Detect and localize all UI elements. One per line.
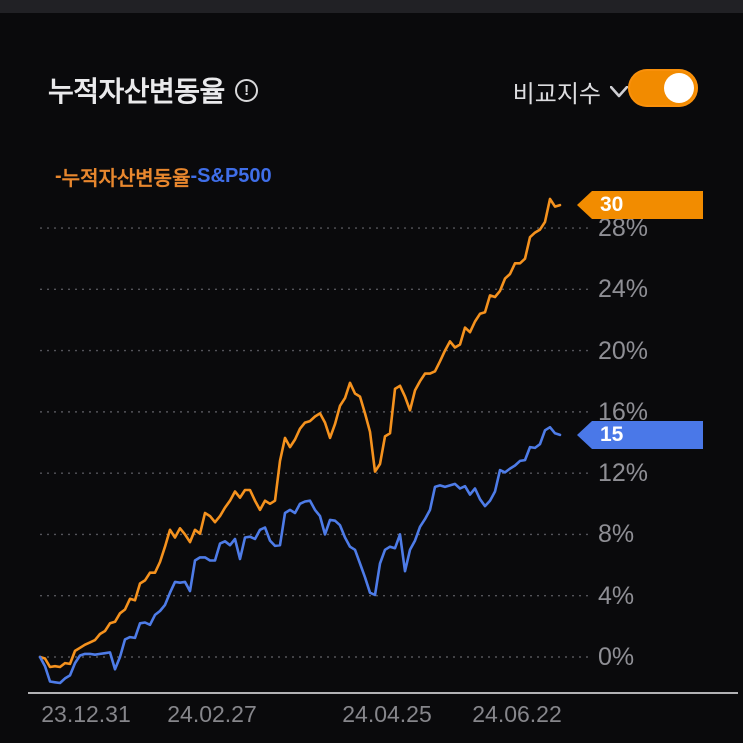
legend-item-sp500: - S&P500 — [190, 162, 271, 191]
y-axis-label-4%: 4% — [598, 581, 635, 610]
y-axis-label-0%: 0% — [598, 643, 635, 671]
x-axis-label-24.04.25: 24.04.25 — [342, 701, 432, 727]
legend-label-asset: 누적자산변동율 — [61, 168, 191, 190]
toggle-knob — [664, 73, 694, 103]
comparison-toggle[interactable] — [628, 69, 698, 107]
asset-series-line — [38, 197, 562, 669]
compare-index-dropdown[interactable]: 비교지수 — [513, 74, 628, 109]
sp500-end-value: 15 — [600, 423, 624, 446]
gridlines — [40, 227, 592, 658]
chart-legend: - 누적자산변동율 - S&P500 — [55, 162, 272, 191]
status-bar-strip — [0, 0, 743, 13]
x-axis-label-24.06.22: 24.06.22 — [472, 701, 562, 727]
legend-marker-asset: - — [55, 165, 62, 187]
y-axis-label-8%: 8% — [598, 520, 635, 549]
legend-item-asset: - 누적자산변동율 — [55, 162, 190, 191]
asset-end-value: 30 — [600, 193, 624, 216]
y-axis-label-12%: 12% — [598, 459, 649, 488]
page-title: 누적자산변동율 — [48, 76, 225, 107]
legend-label-sp500: S&P500 — [197, 165, 272, 187]
x-axis-label-23.12.31: 23.12.31 — [41, 701, 131, 727]
chevron-down-icon — [610, 85, 628, 97]
y-axis-label-20%: 20% — [598, 336, 649, 365]
compare-index-label: 비교지수 — [512, 81, 601, 108]
legend-marker-sp500: - — [190, 165, 198, 187]
info-icon[interactable]: ! — [234, 78, 258, 102]
sp500-end-value-badge: 15 — [577, 421, 703, 449]
x-axis-label-24.02.27: 24.02.27 — [167, 701, 257, 727]
y-axis-label-24%: 24% — [598, 275, 649, 304]
page-title-row: 누적자산변동율 ! — [48, 70, 258, 110]
sp500-series-line — [38, 425, 562, 685]
asset-end-value-badge: 30 — [577, 191, 703, 219]
